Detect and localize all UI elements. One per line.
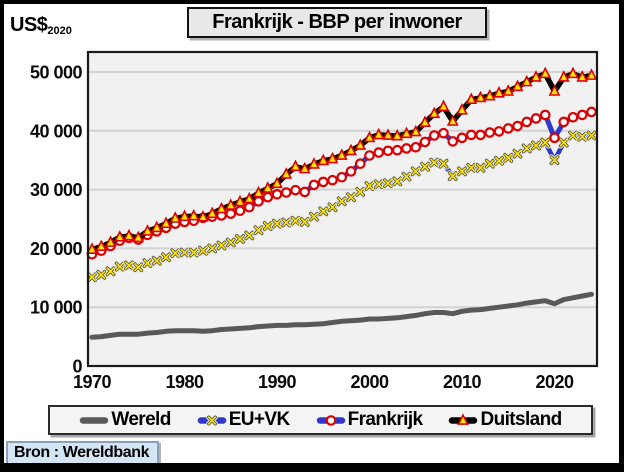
source-badge: Bron : Wereldbank — [6, 441, 160, 463]
legend-label: Frankrijk — [347, 409, 423, 430]
y-tick-label-0: 0 — [72, 357, 82, 377]
plot-area — [88, 52, 597, 366]
x-tick-label-2020: 2020 — [535, 372, 574, 392]
legend-marker-circle — [316, 415, 345, 426]
chart-title-box: Frankrijk - BBP per inwoner — [187, 7, 487, 38]
plot-border — [86, 50, 599, 368]
x-tick-label-2000: 2000 — [350, 372, 389, 392]
x-tick-label-2010: 2010 — [443, 372, 482, 392]
legend-item-frankrijk: Frankrijk — [316, 409, 423, 431]
legend-item-wereld: Wereld — [79, 409, 171, 431]
y-tick-label-10000: 10 000 — [30, 298, 83, 318]
legend-label: Duitsland — [480, 409, 562, 430]
y-tick-label-30000: 30 000 — [30, 180, 83, 200]
legend: Wereld EU+VK Frankrijk Duitsland — [48, 405, 593, 435]
series-wereld — [89, 291, 594, 340]
chart-svg: 0 10 000 20 000 30 000 40 000 50 000 1970 1980 1… — [30, 50, 599, 392]
unit-subscript: 2020 — [47, 25, 72, 37]
legend-marker-none — [80, 417, 109, 424]
legend-marker-triangle — [449, 413, 478, 425]
legend-label: EU+VK — [228, 409, 290, 430]
y-tick-label-50000: 50 000 — [30, 63, 83, 83]
x-tick-label-1970: 1970 — [73, 372, 112, 392]
y-axis-unit-label: US$2020 — [10, 14, 72, 37]
legend-item-duitsland: Duitsland — [448, 409, 562, 431]
series-eu-vk — [86, 129, 598, 284]
chart-title: Frankrijk - BBP per inwoner — [212, 11, 462, 33]
y-tick-label-20000: 20 000 — [30, 239, 83, 259]
x-tick-label-1990: 1990 — [258, 372, 297, 392]
series-duitsland — [86, 66, 598, 254]
unit-currency: US$ — [10, 14, 48, 36]
x-tick-label-1980: 1980 — [165, 372, 204, 392]
legend-label: Wereld — [111, 409, 171, 430]
legend-marker-x — [197, 414, 226, 427]
y-tick-label-40000: 40 000 — [30, 121, 83, 141]
legend-item-eu-vk: EU+VK — [197, 409, 290, 431]
